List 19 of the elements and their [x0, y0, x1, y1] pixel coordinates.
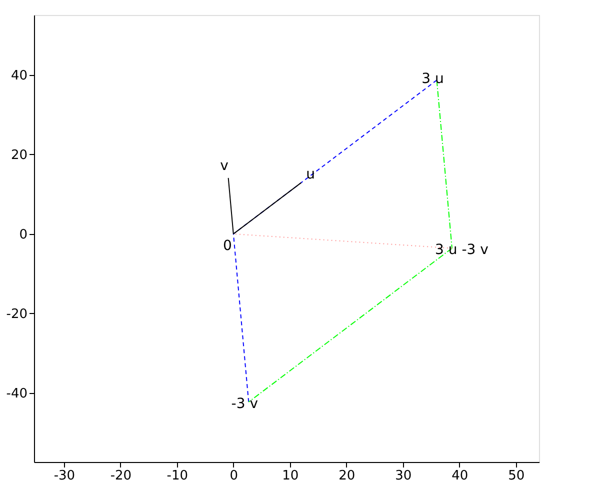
annotation: v [220, 158, 228, 174]
y-tick-label: -20 [6, 306, 28, 322]
x-tick-label: 10 [282, 468, 299, 484]
annotation: 3 u -3 v [435, 242, 488, 258]
annotation: 0 [222, 238, 232, 254]
y-tick-label: 40 [10, 68, 28, 84]
x-tick-label: 0 [230, 468, 238, 484]
x-tick-label: 30 [395, 468, 412, 484]
x-tick-label: -20 [110, 468, 132, 484]
y-tick-label: -40 [6, 386, 28, 402]
x-tick-label: -10 [166, 468, 188, 484]
x-tick-label: 50 [508, 468, 525, 484]
y-tick-label: 20 [10, 148, 28, 163]
x-tick-label: 20 [338, 468, 356, 484]
annotation: -3 v [231, 396, 258, 412]
annotation: 3 u [422, 71, 444, 88]
x-tick-label: 40 [452, 468, 468, 484]
y-tick-label: 0 [19, 227, 28, 242]
x-tick-label: -30 [54, 468, 76, 484]
